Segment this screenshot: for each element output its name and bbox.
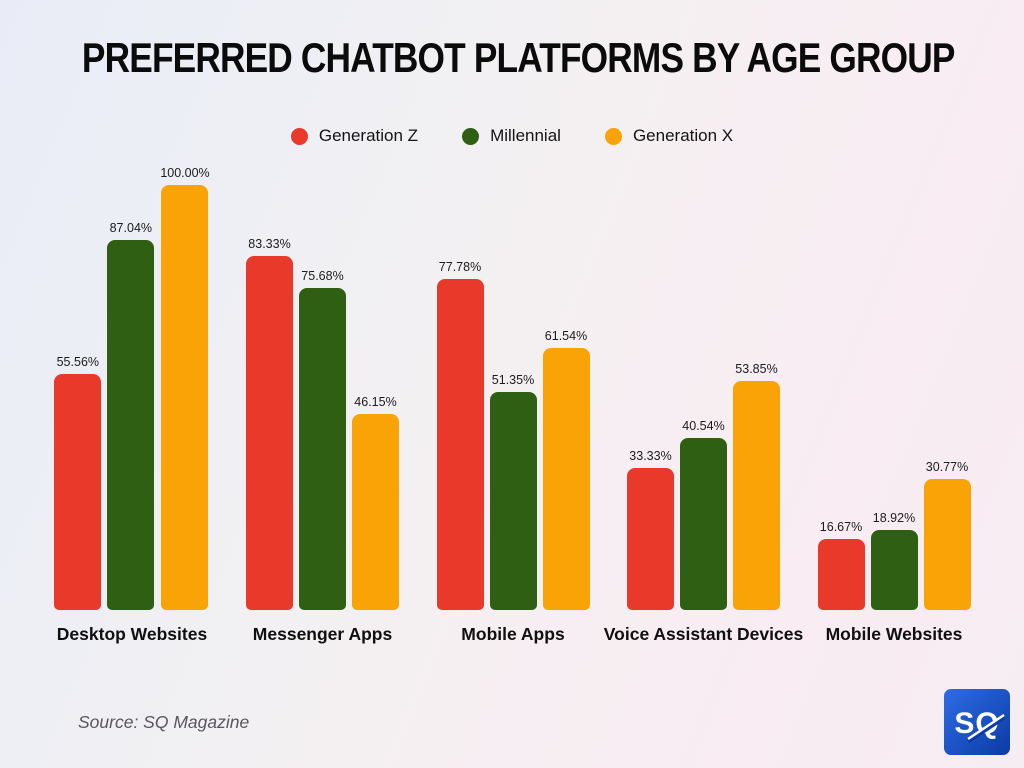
- bar-generation-z: [627, 468, 674, 610]
- legend-label: Generation Z: [318, 126, 419, 145]
- bar-column: 87.04%: [107, 221, 155, 610]
- bars-row: 16.67% 18.92% 30.77%: [816, 185, 972, 610]
- sq-magazine-logo: SQ: [944, 689, 1010, 755]
- bar-value-label: 33.33%: [629, 449, 672, 464]
- bar-column: 83.33%: [246, 237, 293, 610]
- bars-row: 33.33% 40.54% 53.85%: [626, 185, 782, 610]
- bar-value-label: 53.85%: [735, 362, 778, 377]
- bar-value-label: 100.00%: [160, 166, 210, 180]
- bar-value-label: 87.04%: [109, 221, 153, 236]
- bar-value-label: 46.15%: [354, 394, 397, 409]
- legend-marker-icon: [290, 127, 308, 145]
- legend-marker-icon: [604, 127, 622, 145]
- legend-label: Millennial: [490, 126, 561, 145]
- bar-value-label: 40.54%: [682, 418, 725, 433]
- legend-label: Generation X: [632, 126, 734, 145]
- bar-value-label: 16.67%: [819, 520, 863, 535]
- bar-column: 46.15%: [352, 395, 399, 610]
- bar-generation-z: [817, 539, 865, 610]
- category-label: Mobile Websites: [825, 624, 963, 644]
- bar-column: 75.68%: [299, 269, 346, 610]
- bar-column: 51.35%: [489, 372, 537, 610]
- bar-column: 53.85%: [733, 362, 780, 610]
- bar-generation-x: [542, 348, 590, 610]
- bar-column: 33.33%: [627, 449, 674, 610]
- bar-value-label: 55.56%: [56, 354, 100, 369]
- bar-group-mobile-websites: 16.67% 18.92% 30.77% Mobile Websites: [816, 185, 972, 648]
- bar-generation-x: [352, 413, 399, 610]
- chart-title: PREFERRED CHATBOT PLATFORMS BY AGE GROUP: [81, 34, 955, 81]
- bar-group-desktop-websites: 55.56% 87.04% 100.00% Desktop Websites: [54, 166, 210, 648]
- source-caption: Source: SQ Magazine: [78, 712, 250, 732]
- bar-column: 40.54%: [680, 419, 727, 610]
- bar-value-label: 30.77%: [925, 460, 969, 475]
- bar-group-messenger-apps: 83.33% 75.68% 46.15% Messenger Apps: [245, 185, 401, 648]
- legend-item-millennial: Millennial: [462, 126, 561, 146]
- bar-generation-x: [733, 381, 780, 610]
- bar-value-label: 83.33%: [248, 236, 291, 251]
- bars-row: 83.33% 75.68% 46.15%: [245, 185, 401, 610]
- bar-generation-z: [246, 255, 293, 610]
- bar-generation-z: [436, 279, 484, 610]
- bar-millennial: [489, 391, 537, 610]
- bar-value-label: 51.35%: [491, 372, 535, 387]
- bar-group-voice-assistant-devices: 33.33% 40.54% 53.85% Voice Assistant Device…: [604, 185, 803, 648]
- bar-column: 30.77%: [923, 460, 971, 610]
- bar-millennial: [107, 240, 155, 610]
- bar-generation-z: [54, 373, 102, 610]
- bar-value-label: 18.92%: [872, 510, 916, 525]
- legend-item-generation-z: Generation Z: [290, 126, 419, 146]
- legend-item-generation-x: Generation X: [604, 126, 734, 146]
- bar-value-label: 61.54%: [544, 329, 588, 344]
- category-label: Voice Assistant Devices: [603, 624, 804, 644]
- bars-row: 55.56% 87.04% 100.00%: [54, 166, 210, 610]
- bar-column: 55.56%: [54, 354, 102, 610]
- sq-logo-icon: SQ: [944, 689, 1010, 755]
- bar-value-label: 77.78%: [438, 260, 482, 275]
- legend-marker-icon: [462, 127, 480, 145]
- category-label: Desktop Websites: [56, 624, 208, 644]
- bar-millennial: [680, 437, 727, 610]
- category-label: Messenger Apps: [252, 624, 393, 644]
- bar-column: 18.92%: [870, 510, 918, 610]
- bars-row: 77.78% 51.35% 61.54%: [435, 185, 591, 610]
- bar-value-label: 75.68%: [301, 269, 344, 284]
- bar-millennial: [299, 288, 346, 610]
- bar-column: 100.00%: [160, 166, 210, 610]
- bar-millennial: [870, 529, 918, 610]
- bar-group-mobile-apps: 77.78% 51.35% 61.54% Mobile Apps: [435, 185, 591, 648]
- category-label: Mobile Apps: [461, 624, 565, 644]
- bar-column: 16.67%: [817, 520, 865, 610]
- bar-column: 61.54%: [542, 329, 590, 610]
- bar-generation-x: [923, 479, 971, 610]
- bar-generation-x: [161, 185, 209, 610]
- legend: Generation Z Millennial Generation X: [0, 126, 1024, 146]
- bar-chart: 55.56% 87.04% 100.00% Desktop Websites 83.33…: [54, 166, 972, 648]
- bar-column: 77.78%: [436, 260, 484, 610]
